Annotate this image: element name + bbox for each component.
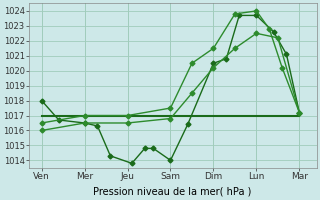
X-axis label: Pression niveau de la mer( hPa ): Pression niveau de la mer( hPa ) [93, 187, 252, 197]
